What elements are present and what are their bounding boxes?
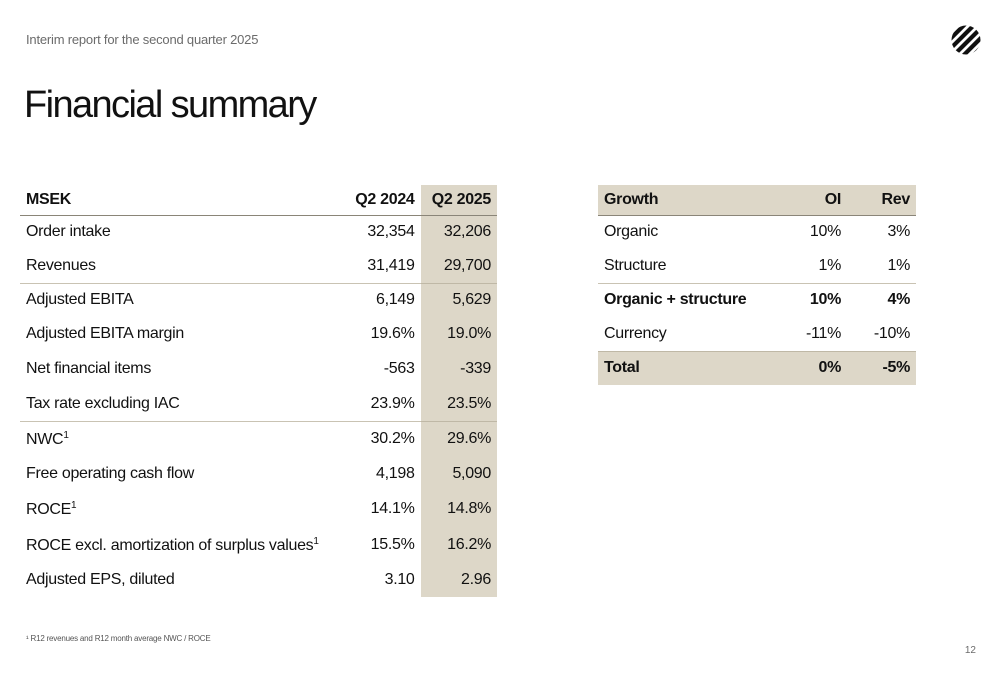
value-rev: 1% xyxy=(887,256,910,274)
row-label: Total xyxy=(598,350,780,385)
footnote-marker: 1 xyxy=(71,499,77,511)
value-oi: 10% xyxy=(780,282,847,317)
value-q2-2025: 29,700 xyxy=(420,249,497,283)
table-row: Adjusted EBITA 6,149 5,629 xyxy=(20,282,497,317)
report-subtitle: Interim report for the second quarter 20… xyxy=(26,32,259,47)
value-rev: -5% xyxy=(847,350,916,385)
table-row: ROCE excl. amortization of surplus value… xyxy=(20,527,497,563)
column-header-oi: OI xyxy=(780,185,847,216)
value-q2-2025: 19.0% xyxy=(420,317,497,351)
value-q2-2025: 29.6% xyxy=(420,420,497,457)
value-rev: -10% xyxy=(873,324,910,342)
value-q2-2024: 14.1% xyxy=(370,500,415,517)
value-q2-2024: 30.2% xyxy=(324,420,421,457)
row-label: Organic + structure xyxy=(598,282,780,317)
value-q2-2024: 31,419 xyxy=(367,256,415,274)
row-label: Adjusted EPS, diluted xyxy=(26,571,175,588)
value-q2-2025: 2.96 xyxy=(420,563,497,597)
column-header-rev: Rev xyxy=(847,185,916,216)
row-label: Adjusted EBITA xyxy=(20,282,325,317)
striped-circle-logo-icon xyxy=(951,25,981,55)
row-label: Net financial items xyxy=(26,360,152,377)
page-title: Financial summary xyxy=(24,84,317,126)
row-label: Free operating cash flow xyxy=(26,465,195,482)
table-row: Tax rate excluding IAC 23.9% 23.5% xyxy=(20,387,497,421)
footnote-marker: 1 xyxy=(63,429,69,441)
row-label: Tax rate excluding IAC xyxy=(26,394,180,412)
financial-summary-table: MSEK Q2 2024 Q2 2025 Order intake 32,354… xyxy=(20,185,497,597)
page-number: 12 xyxy=(964,645,976,656)
column-header-growth: Growth xyxy=(598,185,780,216)
row-label: Structure xyxy=(604,256,667,274)
column-header-q2-2024: Q2 2024 xyxy=(324,185,421,216)
value-q2-2024: 23.9% xyxy=(370,394,415,412)
column-header-q2-2025: Q2 2025 xyxy=(420,185,497,216)
row-label-text: ROCE excl. amortization of surplus value… xyxy=(26,536,314,554)
table-row: Free operating cash flow 4,198 5,090 xyxy=(20,457,497,491)
value-oi: 10% xyxy=(809,223,841,241)
value-rev: 4% xyxy=(847,282,916,317)
value-q2-2024: -563 xyxy=(383,360,415,377)
row-label: ROCE excl. amortization of surplus value… xyxy=(20,527,325,563)
table-row: Adjusted EBITA margin 19.6% 19.0% xyxy=(20,317,497,351)
table-row: Order intake 32,354 32,206 xyxy=(20,215,497,249)
value-q2-2024: 4,198 xyxy=(376,465,415,482)
value-q2-2024: 6,149 xyxy=(324,282,421,317)
footnote: ¹ R12 revenues and R12 month average NWC… xyxy=(26,634,211,643)
value-q2-2025: 5,090 xyxy=(420,457,497,491)
row-label: ROCE1 xyxy=(20,491,325,527)
value-oi: -11% xyxy=(806,324,841,342)
row-label: NWC1 xyxy=(20,420,325,457)
table-row: Net financial items -563 -339 xyxy=(20,351,497,387)
value-q2-2024: 15.5% xyxy=(370,536,415,553)
table-row: Revenues 31,419 29,700 xyxy=(20,249,497,283)
value-q2-2025: 5,629 xyxy=(420,282,497,317)
value-q2-2025: 14.8% xyxy=(420,491,497,527)
row-label-text: NWC xyxy=(26,430,64,448)
value-rev: 3% xyxy=(887,223,910,241)
growth-table: Growth OI Rev Organic 10% 3% Structure 1… xyxy=(598,185,916,385)
table-row: ROCE1 14.1% 14.8% xyxy=(20,491,497,527)
table-row-total: Total 0% -5% xyxy=(598,350,916,385)
table-row: NWC1 30.2% 29.6% xyxy=(20,420,497,457)
row-label: Order intake xyxy=(26,223,111,241)
column-header-msek: MSEK xyxy=(20,185,325,216)
value-oi: 1% xyxy=(818,256,841,274)
value-q2-2025: -339 xyxy=(420,351,497,387)
row-label: Organic xyxy=(604,223,658,241)
value-oi: 0% xyxy=(780,350,847,385)
footnote-marker: 1 xyxy=(313,535,319,547)
row-label-text: ROCE xyxy=(26,500,72,518)
value-q2-2025: 16.2% xyxy=(420,527,497,563)
table-header-row: Growth OI Rev xyxy=(598,185,916,216)
value-q2-2024: 3.10 xyxy=(384,571,415,588)
table-header-row: MSEK Q2 2024 Q2 2025 xyxy=(20,185,497,216)
value-q2-2024: 19.6% xyxy=(370,325,415,342)
value-q2-2024: 32,354 xyxy=(367,223,415,241)
value-q2-2025: 23.5% xyxy=(420,387,497,421)
table-row: Organic 10% 3% xyxy=(598,215,916,249)
table-row: Organic + structure 10% 4% xyxy=(598,282,916,317)
row-label: Revenues xyxy=(26,256,96,274)
table-row: Currency -11% -10% xyxy=(598,317,916,351)
row-label: Adjusted EBITA margin xyxy=(26,325,184,342)
row-label: Currency xyxy=(604,324,667,342)
table-row: Adjusted EPS, diluted 3.10 2.96 xyxy=(20,563,497,597)
value-q2-2025: 32,206 xyxy=(420,215,497,249)
table-row: Structure 1% 1% xyxy=(598,249,916,283)
